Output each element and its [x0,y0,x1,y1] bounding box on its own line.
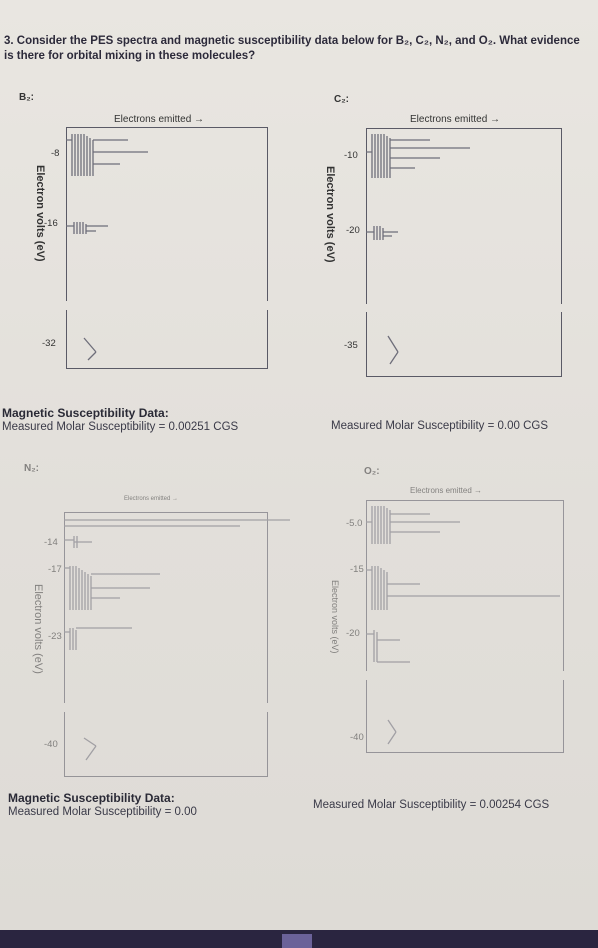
b2-tick-2: -16 [44,218,58,229]
b2-lower-frame [66,310,268,369]
o2-magnetic-value: Measured Molar Susceptibility = 0.00254 … [313,799,550,811]
n2-magnetic-title: Magnetic Susceptibility Data: [8,791,175,805]
c2-lower-frame [366,312,562,377]
n2-upper-frame [64,512,268,703]
c2-tick-1: -10 [344,150,358,161]
taskbar-strip [0,930,598,948]
n2-lower-frame [64,712,268,777]
question-body: Consider the PES spectra and magnetic su… [4,35,580,62]
b2-xaxis-label: Electrons emitted → [114,114,205,125]
o2-tick-1: -5.0 [346,518,363,529]
b2-upper-frame [66,127,268,301]
o2-title: O₂: [364,466,380,477]
b2-tick-1: -8 [51,148,60,159]
c2-magnetic-value: Measured Molar Susceptibility = 0.00 CGS [331,420,549,432]
b2-magnetic-title: Magnetic Susceptibility Data: [2,406,169,420]
n2-magnetic-value: Measured Molar Susceptibility = 0.00 [8,806,197,818]
n2-tick-2: -17 [48,564,62,575]
b2-magnetic-value: Measured Molar Susceptibility = 0.00251 … [2,421,239,433]
taskbar-button[interactable] [282,934,312,948]
question-text: 3. Consider the PES spectra and magnetic… [4,34,584,64]
n2-tick-1: -14 [44,537,58,548]
n2-xaxis-label: Electrons emitted → [124,496,179,502]
c2-title: C₂: [334,94,349,105]
n2-tick-3: -23 [48,631,62,642]
b2-title: B₂: [19,92,34,103]
n2-tick-4: -40 [44,739,58,750]
c2-xaxis-label: Electrons emitted → [410,114,501,125]
c2-tick-3: -35 [344,340,358,351]
b2-tick-3: -32 [42,338,56,349]
o2-tick-4: -40 [350,732,364,743]
o2-tick-3: -20 [346,628,360,639]
o2-upper-frame [366,500,564,671]
question-number: 3. [4,35,14,47]
n2-title: N₂: [24,463,39,474]
o2-xaxis-label: Electrons emitted → [410,486,483,495]
c2-upper-frame [366,128,562,304]
o2-lower-frame [366,680,564,753]
o2-tick-2: -15 [350,564,364,575]
c2-tick-2: -20 [346,225,360,236]
